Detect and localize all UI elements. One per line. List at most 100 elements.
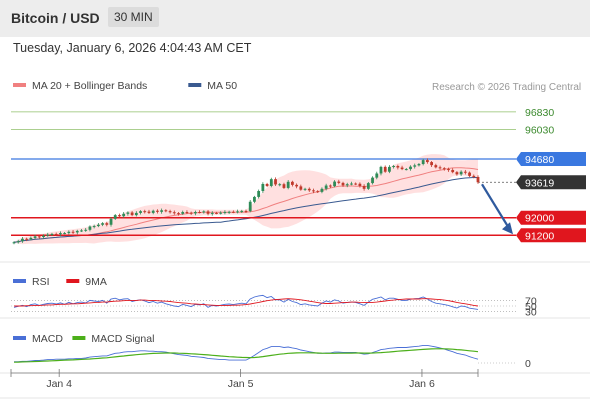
candle [109,218,113,225]
legend-label: 9MA [85,276,107,288]
candle [291,181,294,185]
candle [409,166,412,170]
legend-swatch [13,279,26,283]
candle [345,184,349,186]
candle [113,215,117,219]
candle [181,212,185,214]
macd-tick-label: 0 [525,358,531,370]
legend-label: MACD Signal [91,333,154,345]
candle [88,226,92,230]
rsi-9ma-line [14,298,479,307]
candle [404,169,408,171]
candle [354,183,358,185]
legend-swatch [13,336,26,340]
projection-arrow-head [502,222,513,235]
candle [282,184,286,188]
rsi-tick-label: 30 [525,307,537,319]
candle [130,212,134,216]
candle [92,226,96,228]
candle [160,210,164,212]
candle [63,233,67,235]
candle [244,210,248,212]
candle [261,183,265,191]
candle [257,191,261,197]
rsi-tick-label: 70 [525,295,537,307]
candle [25,238,29,240]
legend-label: RSI [32,276,50,288]
candle [383,166,387,172]
candle [472,175,476,177]
level-label: 96830 [525,107,554,119]
candle [455,172,459,175]
candle [468,172,471,176]
candle [366,183,370,189]
candle [350,183,353,185]
candle [299,186,303,190]
candle [371,177,374,184]
candle [425,160,429,163]
candle [312,190,315,192]
candle [54,233,58,235]
candle [328,185,332,187]
level-label: 94680 [525,154,554,166]
candle [337,181,341,183]
legend-label: MA 50 [207,80,237,92]
candle [168,211,172,213]
candle [21,238,24,242]
timestamp: Tuesday, January 6, 2026 4:04:43 AM CET [13,41,252,55]
candle [269,179,273,186]
candle [421,160,425,165]
candle [253,196,256,202]
candle [388,166,391,172]
candle [71,231,75,233]
candle [476,176,480,183]
candle [210,212,214,214]
candle [126,212,130,214]
instrument-title: Bitcoin / USD [11,10,100,26]
credit-text: Research © 2026 Trading Central [432,82,581,93]
candle [46,234,50,236]
level-tag [516,210,586,225]
candle [177,213,180,215]
candle [231,211,235,213]
candle [236,211,239,213]
candle [16,241,20,243]
candle [278,184,282,186]
candle [33,236,37,238]
candle [101,223,104,225]
candle [265,183,269,186]
candle [274,179,277,185]
candle [413,165,417,167]
candle [42,235,45,238]
level-label: 92000 [525,213,554,225]
level-tag [516,228,586,243]
candle [447,169,450,171]
candle [396,166,400,168]
legend-label: MA 20 + Bollinger Bands [32,80,147,92]
candle [29,237,33,240]
candle [80,230,83,232]
candle [240,210,244,212]
candle [434,165,438,168]
timeframe-badge[interactable]: 30 MIN [108,7,159,27]
candle [223,212,227,214]
level-label: 91200 [525,230,554,242]
candle [320,188,324,192]
candle [12,242,16,244]
candle [442,168,446,170]
candle [164,210,168,212]
rsi-tick-label: 50 [525,301,537,313]
candle [392,166,396,168]
projection-arrow-shaft [481,183,510,229]
candle [84,229,88,231]
legend-swatch [72,336,86,340]
legend-swatch [13,83,26,87]
macd-line [14,344,479,363]
level-tag [516,152,586,166]
candle [219,212,223,214]
candle [75,230,79,233]
candle [172,212,176,214]
candle [189,212,193,214]
candle [143,211,147,213]
